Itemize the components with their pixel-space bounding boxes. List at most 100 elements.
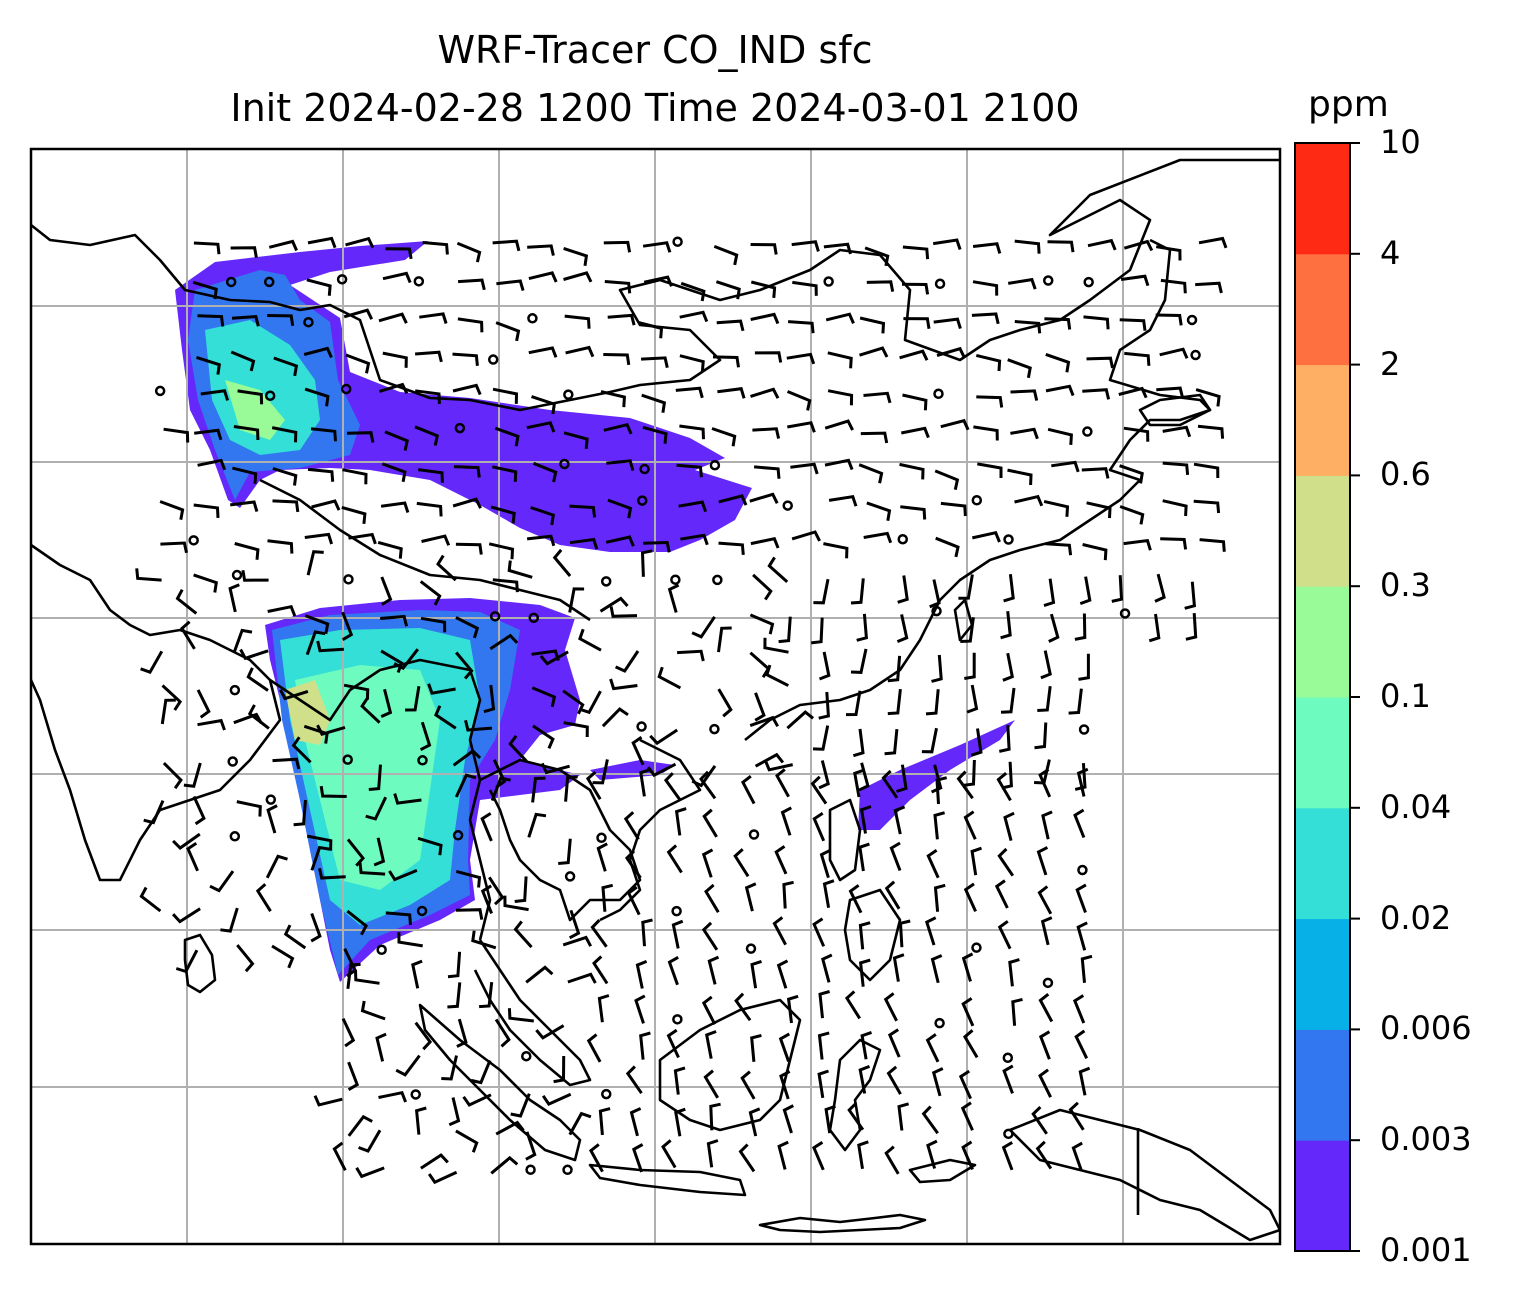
wind-calm-marker [229, 831, 241, 842]
wind-barb [858, 958, 871, 987]
wind-barb [818, 990, 831, 1019]
wind-barb [956, 770, 974, 800]
wind-barb [455, 616, 480, 639]
wind-barb [850, 578, 865, 605]
wind-barb [540, 762, 570, 775]
wind-barb [825, 312, 855, 324]
wind-barb [377, 540, 403, 559]
wind-barb [510, 1093, 531, 1118]
wind-barb [528, 346, 558, 358]
wind-barb [887, 1028, 901, 1058]
wind-barb [318, 867, 346, 880]
tracer-plume-north-peak [225, 380, 285, 440]
wind-barb [977, 462, 1003, 478]
wind-barb [782, 1104, 794, 1134]
wind-barb [673, 1066, 686, 1095]
wind-barb [348, 532, 377, 545]
wind-calm-marker [559, 458, 570, 470]
wind-barb [420, 616, 447, 633]
wind-barb [1195, 388, 1221, 407]
wind-barb [818, 760, 830, 790]
wind-barb [239, 648, 269, 661]
wind-barb [899, 462, 925, 480]
colorbar-tick-label: 0.1 [1380, 677, 1431, 715]
wind-barb [935, 776, 948, 805]
coastline-taiwan [953, 598, 974, 642]
wind-barb [767, 556, 789, 584]
wind-barb [455, 542, 483, 555]
chart-title-line1: WRF-Tracer CO_IND sfc [437, 28, 873, 72]
wind-barb [341, 611, 354, 641]
wind-barb [563, 271, 593, 283]
wind-barb [1083, 315, 1110, 330]
wind-barb [776, 959, 789, 989]
wind-barb [1002, 652, 1015, 682]
wind-barb [1123, 426, 1150, 442]
wind-calm-marker [527, 313, 538, 324]
wind-barb [1003, 574, 1015, 603]
wind-barb [293, 799, 307, 827]
wind-barb [1086, 356, 1114, 369]
wind-barb [926, 849, 940, 879]
wind-barb [255, 883, 272, 912]
wind-barb [733, 848, 750, 878]
wind-barb [827, 389, 854, 406]
wind-barb [596, 842, 608, 872]
wind-calm-marker [600, 576, 612, 587]
wind-barb [626, 885, 641, 916]
wind-barb [715, 280, 741, 300]
wind-barb [932, 238, 962, 250]
wind-barb [1036, 846, 1049, 876]
wind-barb [526, 534, 556, 547]
wind-barb [1074, 1029, 1089, 1059]
wind-barb [782, 880, 794, 909]
wind-barb [1008, 958, 1020, 987]
wind-barb [563, 246, 589, 267]
wind-barb [452, 497, 482, 509]
wind-barb [490, 505, 516, 524]
wind-barb [896, 614, 909, 643]
wind-barb [674, 807, 687, 836]
wind-barb [643, 275, 673, 287]
wind-barb [858, 762, 870, 792]
wind-barb [267, 604, 297, 617]
wind-barb [1079, 576, 1092, 606]
wind-barb [603, 353, 631, 366]
wind-barb [1086, 501, 1112, 519]
wind-barb [901, 282, 930, 295]
wind-barb [1195, 281, 1223, 294]
wind-barb [975, 353, 1002, 372]
wind-barb [585, 770, 602, 800]
wind-barb [578, 628, 602, 652]
wind-barb [1000, 687, 1016, 714]
wind-barb [525, 965, 554, 984]
colorbar-segment [1295, 253, 1350, 366]
coastline-india [31, 543, 282, 882]
wind-barb [1073, 808, 1086, 839]
wind-barb [1047, 240, 1075, 253]
wind-barb [827, 351, 853, 369]
wind-barb [332, 1141, 347, 1171]
wind-barb [1162, 425, 1192, 438]
wind-barb [183, 762, 202, 788]
wind-barb [1076, 767, 1089, 797]
wind-barb [527, 812, 547, 838]
coastline-lesser-sunda [758, 1213, 927, 1234]
wind-barb [319, 785, 347, 798]
wind-barb [458, 278, 486, 291]
wind-barb [192, 280, 218, 300]
colorbar-segment [1295, 697, 1350, 809]
wind-calm-marker [671, 905, 682, 917]
wind-barb [197, 718, 226, 731]
wind-barb [341, 505, 367, 525]
wind-barb [614, 650, 640, 673]
wind-barb [845, 690, 862, 717]
wind-barb [1156, 386, 1185, 399]
wind-barb [786, 994, 799, 1024]
wind-barb [579, 690, 602, 715]
wind-barb [892, 953, 905, 982]
wind-calm-marker [1083, 276, 1094, 288]
wind-barb [1111, 575, 1124, 603]
wind-barb [765, 664, 789, 687]
wind-barb [853, 768, 865, 798]
